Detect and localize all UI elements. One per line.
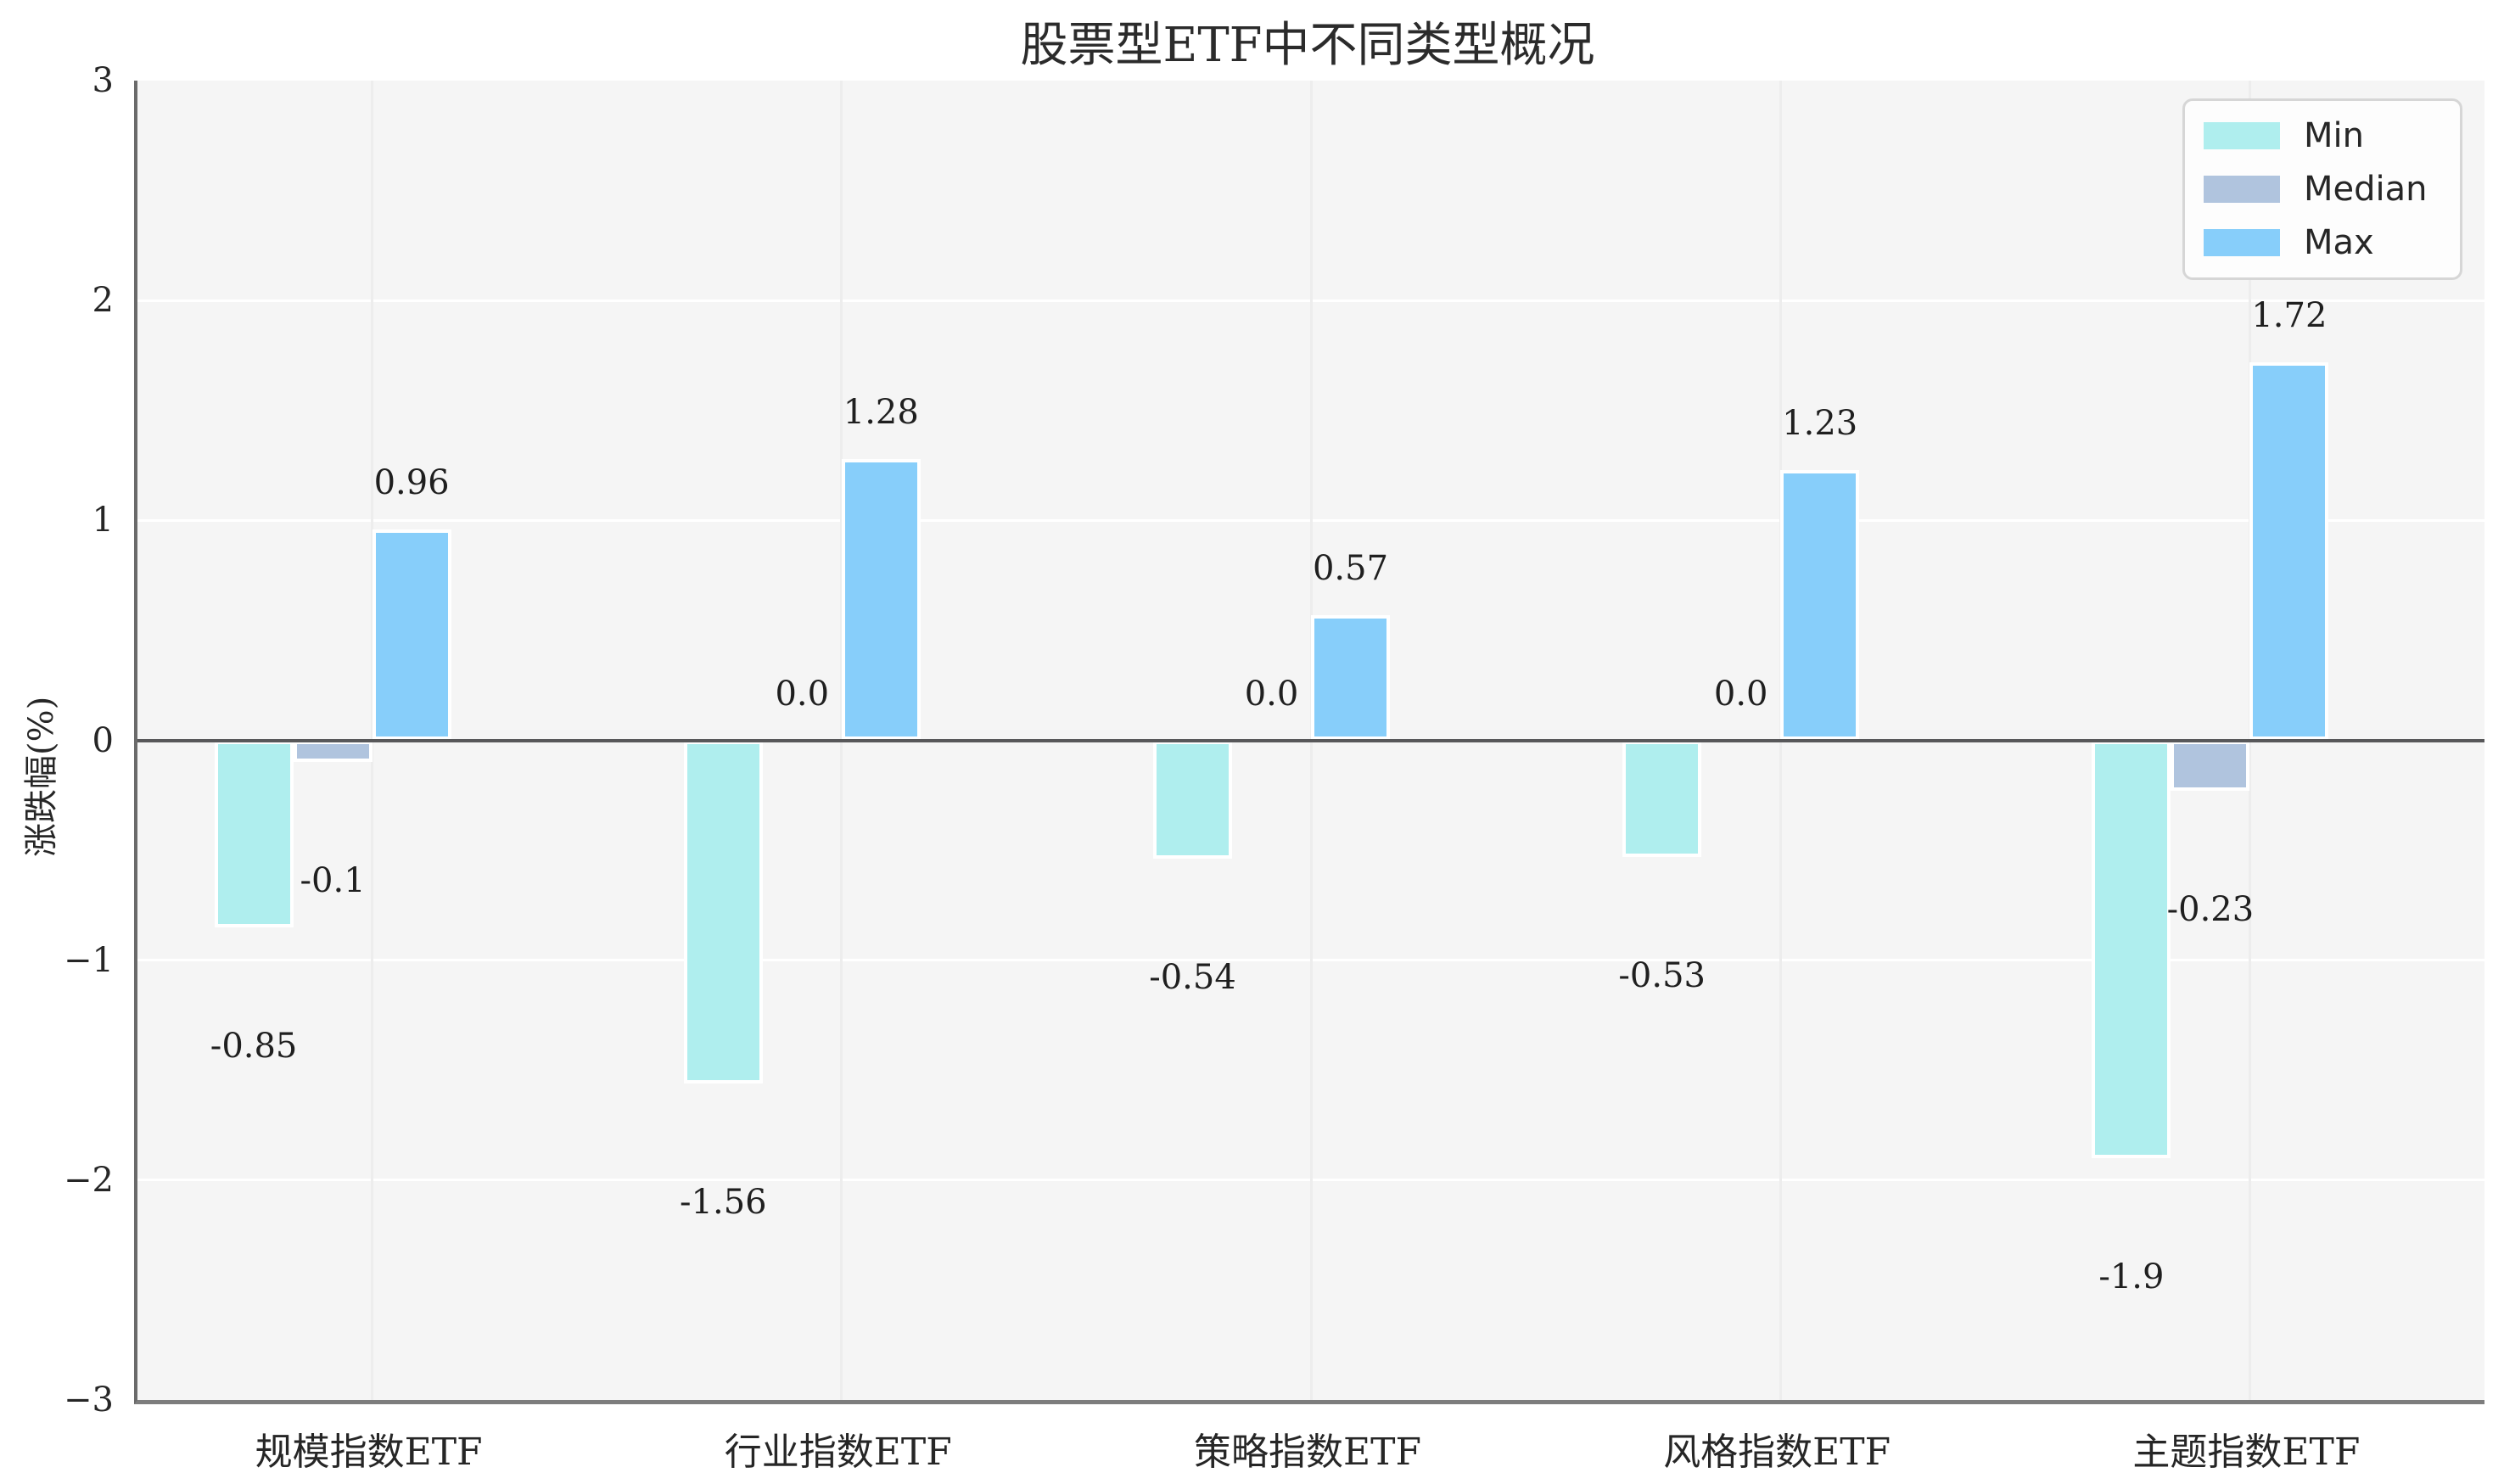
bar-label-max-4: 1.72 [2251,295,2328,335]
y-tick--3: −3 [64,1380,114,1420]
bar-label-max-0: 0.96 [373,462,450,502]
bar-label-max-2: 0.57 [1312,548,1389,588]
bar-max-4 [2249,361,2329,741]
legend-item-min: Min [2185,116,2460,155]
x-tick-2: 策略指数ETF [1194,1431,1421,1474]
bar-label-min-4: -1.9 [2098,1257,2165,1296]
legend: Min Median Max [2182,98,2462,280]
y-tick-0: 0 [92,720,114,760]
bar-min-2 [1153,740,1232,860]
legend-label-median: Median [2304,169,2428,209]
bar-label-min-2: -0.54 [1149,958,1236,998]
x-tick-4: 主题指数ETF [2132,1431,2361,1474]
plot-area: -0.85 -1.56 -0.54 -0.53 -1.9 -0.1 0.0 0.0 0.0 -0.… [134,81,2484,1404]
bar-label-max-1: 1.28 [843,392,919,432]
bar-label-median-1: 0.0 [775,674,830,714]
bar-label-median-3: 0.0 [1713,674,1768,714]
y-tick-2: 2 [92,281,114,321]
bar-min-3 [1622,740,1702,857]
legend-swatch-min [2204,122,2280,150]
bar-label-min-1: -1.56 [680,1182,767,1222]
legend-label-min: Min [2304,116,2364,156]
bar-min-1 [683,740,763,1084]
bar-label-min-3: -0.53 [1618,955,1706,995]
zero-line [137,738,2484,742]
legend-item-median: Median [2185,170,2460,209]
x-tick-1: 行业指数ETF [724,1431,952,1474]
bar-label-median-2: 0.0 [1244,674,1299,714]
x-tick-0: 规模指数ETF [255,1431,483,1474]
bar-min-0 [214,740,294,927]
legend-swatch-max [2204,228,2280,256]
bar-max-3 [1780,469,1860,741]
y-tick--2: −2 [64,1160,114,1200]
bar-max-0 [372,529,451,741]
bar-label-median-4: -0.23 [2166,890,2255,930]
x-tick-3: 风格指数ETF [1663,1431,1891,1474]
y-tick--1: −1 [64,940,114,980]
y-tick-3: 3 [92,61,114,100]
legend-item-max: Max [2185,223,2460,262]
chart-title: 股票型ETF中不同类型概况 [1020,18,1595,73]
legend-swatch-median [2204,175,2280,203]
bar-max-1 [841,458,921,741]
bar-median-4 [2171,740,2250,792]
legend-label-max: Max [2304,222,2374,262]
bar-label-max-3: 1.23 [1782,403,1858,443]
bar-median-0 [293,740,373,763]
bar-label-min-0: -0.85 [210,1026,298,1066]
bar-label-median-0: -0.1 [300,861,366,901]
y-tick-1: 1 [92,501,114,540]
bar-max-2 [1311,614,1390,741]
bar-min-4 [2092,740,2171,1158]
